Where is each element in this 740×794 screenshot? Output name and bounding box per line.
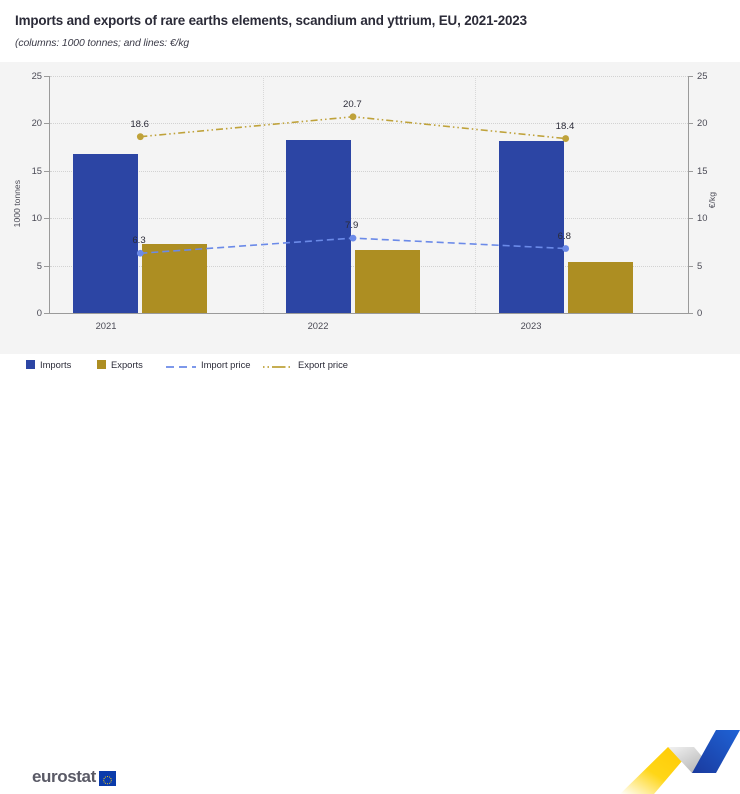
x-label-2022: 2022 (307, 320, 329, 331)
data-label-import-price-2021: 6.3 (132, 235, 146, 247)
legend-label-import-price: Import price (201, 358, 251, 370)
category-divider-2 (475, 76, 477, 313)
y-tick-right-0 (688, 313, 693, 314)
chart-header: Imports and exports of rare earths eleme… (0, 0, 740, 62)
bar-imports-2023[interactable] (498, 141, 564, 313)
y-label-right-25: 25 (697, 70, 708, 81)
price-lines (136, 113, 570, 257)
data-label-import-price-2023: 6.8 (557, 230, 571, 242)
y-label-left-20: 20 (31, 117, 42, 129)
y-tick-right-10 (688, 218, 693, 220)
legend-swatch-exports (97, 359, 106, 369)
gridline-20 (50, 123, 688, 125)
y-tick-left-0 (44, 313, 49, 314)
page-title: Imports and exports of rare earths eleme… (15, 13, 527, 28)
y-label-left-10: 10 (31, 212, 42, 224)
bar-exports-2022[interactable] (355, 250, 420, 313)
y-label-right-10: 10 (697, 212, 708, 224)
chart-footer: eurostat (0, 378, 740, 794)
legend-item-exports[interactable]: Exports (97, 354, 143, 374)
y-tick-left-10 (44, 218, 49, 220)
plot-area: 18.6 20.7 18.4 6.3 7.9 6.8 (50, 76, 688, 313)
data-label-export-price-2021: 18.6 (130, 118, 150, 130)
bar-exports-2023[interactable] (567, 261, 633, 313)
eurostat-logo: eurostat (32, 767, 116, 787)
y-tick-right-15 (688, 170, 693, 172)
data-label-import-price-2022: 7.9 (345, 220, 359, 232)
gridline-25 (50, 76, 688, 77)
y-axis-left-line (49, 76, 50, 314)
y-tick-right-25 (688, 76, 693, 77)
data-label-export-price-2022: 20.7 (343, 98, 362, 110)
legend-label-imports: Imports (40, 358, 72, 370)
y-tick-right-5 (688, 265, 693, 267)
gridline-10 (50, 218, 688, 220)
y-tick-left-25 (44, 76, 49, 77)
y-label-right-20: 20 (697, 117, 708, 129)
y-label-left-5: 5 (36, 259, 42, 271)
bar-imports-2021[interactable] (73, 153, 139, 313)
y-tick-left-15 (44, 170, 49, 172)
x-label-2023: 2023 (520, 320, 542, 331)
legend-item-import-price[interactable]: Import price (166, 354, 251, 374)
legend-label-exports: Exports (111, 358, 143, 370)
y-axis-left-title: 1000 tonnes (12, 180, 22, 228)
y-label-left-15: 15 (31, 164, 42, 176)
legend-swatch-imports (26, 359, 35, 369)
bar-imports-2022[interactable] (286, 140, 351, 313)
y-label-left-0: 0 (36, 307, 42, 318)
y-axis-right-line (688, 76, 689, 314)
category-divider-1 (262, 76, 264, 313)
import-price-markers (136, 234, 570, 257)
y-label-right-0: 0 (697, 307, 703, 318)
page-subtitle: (columns: 1000 tonnes; and lines: €/kg (15, 38, 190, 49)
legend-item-imports[interactable]: Imports (26, 354, 71, 374)
x-axis-line (49, 313, 689, 314)
y-label-right-5: 5 (697, 259, 703, 271)
bar-exports-2021[interactable] (142, 243, 208, 313)
y-tick-left-5 (44, 265, 49, 267)
eurostat-ribbon-graphic (620, 730, 740, 794)
chart-legend: Imports Exports Import price Export pric… (0, 354, 740, 378)
y-tick-right-20 (688, 123, 693, 125)
x-label-2021: 2021 (95, 320, 117, 331)
gridline-15 (50, 170, 688, 172)
data-label-export-price-2023: 18.4 (555, 120, 575, 132)
export-price-markers (136, 113, 570, 142)
eurostat-wordmark: eurostat (32, 767, 96, 786)
chart-area: 18.6 20.7 18.4 6.3 7.9 6.8 25 20 15 10 5… (0, 62, 740, 354)
y-tick-left-20 (44, 123, 49, 125)
legend-line-export-price (263, 359, 293, 369)
legend-label-export-price: Export price (298, 358, 349, 370)
y-label-left-25: 25 (31, 70, 42, 81)
y-label-right-15: 15 (697, 164, 708, 176)
eu-flag-icon (98, 771, 116, 786)
legend-line-import-price (166, 359, 196, 369)
legend-item-export-price[interactable]: Export price (263, 354, 348, 374)
y-axis-right-title: €/kg (707, 192, 717, 209)
